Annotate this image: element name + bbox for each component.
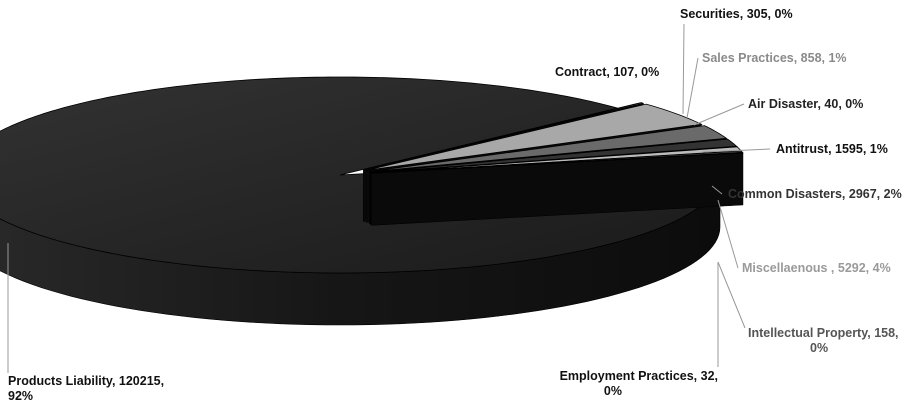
leader-line-common-disasters (711, 185, 723, 195)
leader-line-sales-practices (686, 57, 699, 119)
label-miscellaenous: Miscellaenous , 5292, 4% (742, 261, 891, 275)
leader-line-intellectual-property (717, 261, 746, 329)
leader-line-miscellaenous (717, 199, 739, 269)
leader-line-air-disaster (693, 103, 745, 126)
label-securities: Securities, 305, 0% (680, 7, 793, 21)
slice-top (0, 76, 721, 274)
label-employment-practices: Employment Practices, 32, 0% (560, 369, 718, 398)
slice-contract (371, 152, 744, 226)
slice-top (371, 152, 744, 174)
label-intellectual-property: Intellectual Property, 158, 0% (748, 326, 899, 355)
slice-top (370, 138, 738, 173)
slice-products-liability (0, 76, 721, 326)
label-air-disaster: Air Disaster, 40, 0% (748, 97, 863, 111)
leader-line-antitrust (702, 148, 771, 153)
label-products-liability: Products Liability, 120215, 92% (8, 374, 164, 403)
label-antitrust: Antitrust, 1595, 1% (776, 142, 888, 156)
leader-line-securities (682, 23, 685, 115)
label-sales-practices: Sales Practices, 858, 1% (702, 51, 847, 65)
slice-top (369, 125, 728, 173)
slice-top (363, 102, 644, 170)
slice-top (366, 103, 703, 171)
label-common-disasters: Common Disasters, 2967, 2% (728, 187, 902, 201)
label-contract: Contract, 107, 0% (555, 65, 659, 79)
